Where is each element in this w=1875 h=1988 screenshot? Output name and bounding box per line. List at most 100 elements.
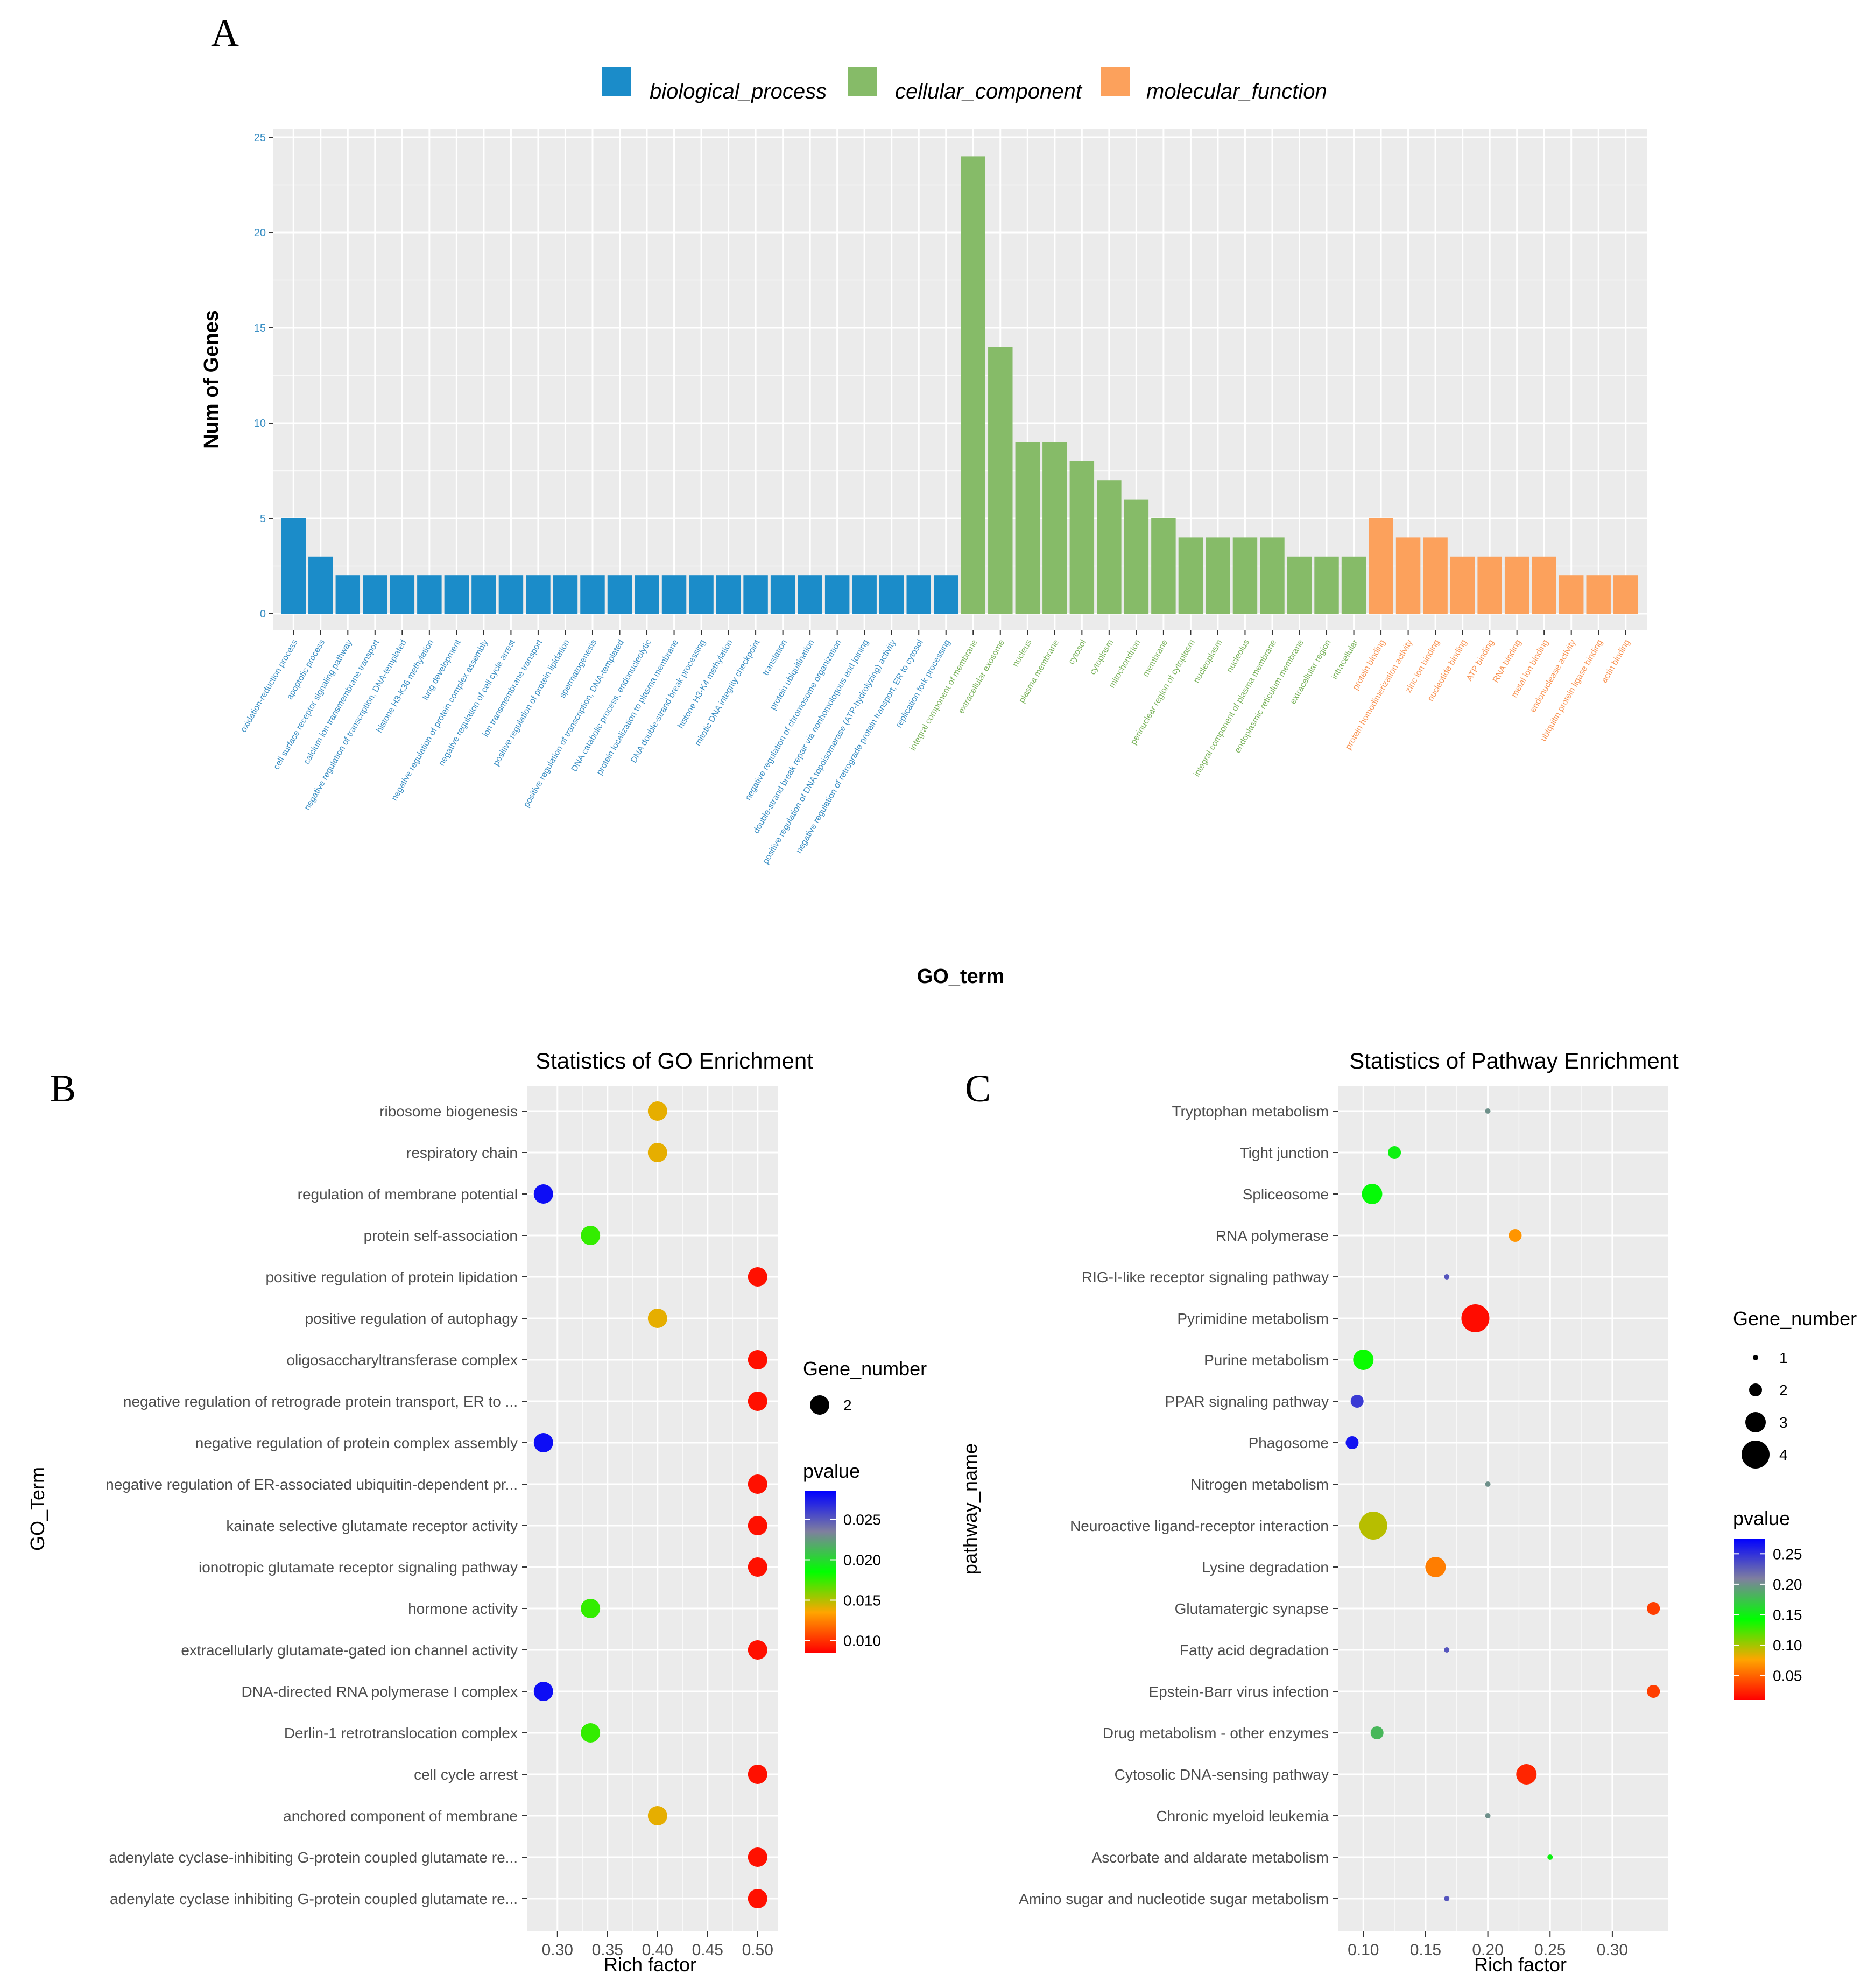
y-tick-label-lysine-degradation: Lysine degradation <box>1202 1559 1329 1576</box>
plot-area-b <box>527 1086 778 1931</box>
y-axis-title-c: pathway_name <box>959 1443 981 1575</box>
bar-zinc-ion-binding <box>1423 537 1448 614</box>
point-phagosome <box>1345 1436 1359 1449</box>
bar-lung-development <box>444 575 469 614</box>
y-tick-label-fatty-acid-degradation: Fatty acid degradation <box>1180 1642 1329 1659</box>
legend-b: Gene_number 2 pvalue 0.010 0.015 0.020 0.02… <box>803 1358 927 1653</box>
bar-extracellular-exosome <box>988 347 1013 614</box>
size-legend-dot <box>810 1395 829 1415</box>
color-tick-label: 0.025 <box>843 1512 881 1528</box>
y-tick-label-ribosome-biogenesis: ribosome biogenesis <box>379 1103 518 1120</box>
bar-oxidation-reduction-process <box>281 518 306 614</box>
x-ticks-c: 0.10 0.15 0.20 0.25 0.30 <box>1348 1931 1628 1959</box>
x-tick-label-a: negative regulation of retrograde protei… <box>794 638 925 855</box>
bar-histone-h3-k4-methylation <box>716 575 741 614</box>
y-tick-label-phagosome: Phagosome <box>1249 1435 1329 1451</box>
x-tick-label-a: RNA binding <box>1491 638 1523 685</box>
point-glutamatergic-synapse <box>1647 1602 1660 1615</box>
color-tick-label: 0.020 <box>843 1552 881 1569</box>
legend-swatch-molecular-function <box>1101 67 1130 96</box>
bar-nucleus <box>1015 442 1040 614</box>
x-tick-label-a: negative regulation of protein complex a… <box>390 638 490 803</box>
bar-mitochondrion <box>1124 499 1149 614</box>
legend-swatch-biological-process <box>602 67 631 96</box>
bar-protein-homodimerization-activity <box>1395 537 1421 614</box>
bars-a <box>281 156 1638 614</box>
y-tick-label-pyrimidine-metabolism: Pyrimidine metabolism <box>1177 1310 1329 1327</box>
y-tick-label-regulation-of-membrane-potential: regulation of membrane potential <box>298 1186 518 1203</box>
color-tick-label: 0.10 <box>1773 1637 1802 1654</box>
x-tick-label-a: ATP binding <box>1465 638 1496 683</box>
point-extracellularly-glutamate-gated-ion-channel-activity <box>748 1640 767 1660</box>
y-tick-label-a: 25 <box>254 132 266 144</box>
point-lysine-degradation <box>1425 1557 1446 1577</box>
color-legend-ticks-c: 0.05 0.10 0.15 0.20 0.25 <box>1734 1546 1802 1684</box>
y-tick-label-ionotropic-glutamate-receptor-signaling-pathway: ionotropic glutamate receptor signaling … <box>199 1559 518 1576</box>
size-legend-dot <box>1742 1441 1770 1469</box>
x-axis-title-a: GO_term <box>917 965 1005 988</box>
x-tick-label: 0.35 <box>592 1941 623 1959</box>
bar-negative-regulation-of-retrograde-protein-transport-er-to-cy <box>906 575 931 614</box>
x-tick-label: 0.30 <box>1597 1941 1628 1959</box>
y-tick-label-negative-regulation-of-protein-complex-assembly: negative regulation of protein complex a… <box>195 1435 518 1451</box>
bar-dna-double-strand-break-processing <box>689 575 714 614</box>
size-legend-title-b: Gene_number <box>803 1358 927 1380</box>
gridlines-c <box>1338 1086 1668 1931</box>
bar-negative-regulation-of-chromosome-organization <box>824 575 850 614</box>
point-purine-metabolism <box>1353 1350 1374 1370</box>
panel-letter-c: C <box>965 1067 991 1110</box>
point-negative-regulation-of-protein-complex-assembly <box>533 1433 553 1452</box>
point-tight-junction <box>1388 1146 1401 1159</box>
y-tick-label-negative-regulation-of-retrograde-protein-transport-er-to: negative regulation of retrograde protei… <box>123 1393 518 1410</box>
point-negative-regulation-of-retrograde-protein-transport-er-to <box>748 1392 767 1411</box>
y-tick-label-dna-directed-rna-polymerase-i-complex: DNA-directed RNA polymerase I complex <box>241 1683 518 1700</box>
bar-intracellular <box>1341 556 1366 614</box>
y-tick-label-a: 15 <box>254 322 266 334</box>
bar-negative-regulation-of-transcription-dna-templated <box>390 575 415 614</box>
y-ticks-c: Tryptophan metabolism Tight junction Splic… <box>1019 1103 1338 1907</box>
bar-negative-regulation-of-cell-cycle-arrest <box>498 575 524 614</box>
color-bar-b <box>805 1491 836 1653</box>
bar-integral-component-of-plasma-membrane <box>1260 537 1285 614</box>
y-tick-label-rig-i-like-receptor-signaling-pathway: RIG-I-like receptor signaling pathway <box>1082 1269 1329 1285</box>
points-c <box>1345 1108 1660 1901</box>
bar-positive-regulation-of-transcription-dna-templated <box>607 575 632 614</box>
y-tick-label-protein-self-association: protein self-association <box>364 1227 518 1244</box>
size-legend-label: 1 <box>1779 1350 1788 1366</box>
y-tick-label-a: 10 <box>254 418 266 430</box>
x-tick-label-a: negative regulation of transcription, DN… <box>303 638 408 812</box>
y-tick-label-adenylate-cyclase-inhibiting-g-protein-coupled-glutamate-re: adenylate cyclase inhibiting G-protein c… <box>110 1891 518 1907</box>
point-kainate-selective-glutamate-receptor-activity <box>748 1516 767 1535</box>
y-tick-label-rna-polymerase: RNA polymerase <box>1216 1227 1329 1244</box>
gridlines-b <box>527 1086 778 1931</box>
panel-letter-b: B <box>50 1067 76 1110</box>
point-ribosome-biogenesis <box>647 1101 667 1121</box>
legend-swatch-cellular-component <box>848 67 877 96</box>
y-tick-label-cytosolic-dna-sensing-pathway: Cytosolic DNA-sensing pathway <box>1115 1766 1329 1783</box>
bar-apoptotic-process <box>308 556 333 614</box>
bar-protein-ubiquitination <box>798 575 822 614</box>
size-legend-b: 2 <box>810 1395 852 1415</box>
point-adenylate-cyclase-inhibiting-g-protein-coupled-glutamate-re <box>748 1847 767 1867</box>
color-bar-c <box>1734 1539 1765 1700</box>
y-tick-label-kainate-selective-glutamate-receptor-activity: kainate selective glutamate receptor act… <box>226 1518 518 1534</box>
size-legend-label: 2 <box>1779 1382 1788 1399</box>
point-spliceosome <box>1362 1184 1383 1204</box>
x-tick-label-a: translation <box>761 638 789 677</box>
bar-protein-localization-to-plasma-membrane <box>661 575 687 614</box>
point-nitrogen-metabolism <box>1485 1481 1491 1487</box>
y-tick-label-negative-regulation-of-er-associated-ubiquitin-dependent-pr: negative regulation of ER-associated ubi… <box>105 1476 518 1493</box>
bar-metal-ion-binding <box>1532 556 1556 614</box>
x-axis-title-b: Rich factor <box>604 1954 696 1976</box>
x-tick-label-a: intracellular <box>1330 638 1360 681</box>
point-tryptophan-metabolism <box>1485 1108 1491 1114</box>
y-axis-title-b: GO_Term <box>26 1467 48 1551</box>
color-legend-title-b: pvalue <box>803 1460 860 1482</box>
color-tick-label: 0.010 <box>843 1633 881 1649</box>
color-tick-label: 0.05 <box>1773 1668 1802 1684</box>
y-tick-label-tight-junction: Tight junction <box>1240 1144 1329 1161</box>
bar-positive-regulation-of-protein-lipidation <box>553 575 578 614</box>
x-tick-label: 0.25 <box>1534 1941 1566 1959</box>
x-tick-label: 0.20 <box>1472 1941 1503 1959</box>
